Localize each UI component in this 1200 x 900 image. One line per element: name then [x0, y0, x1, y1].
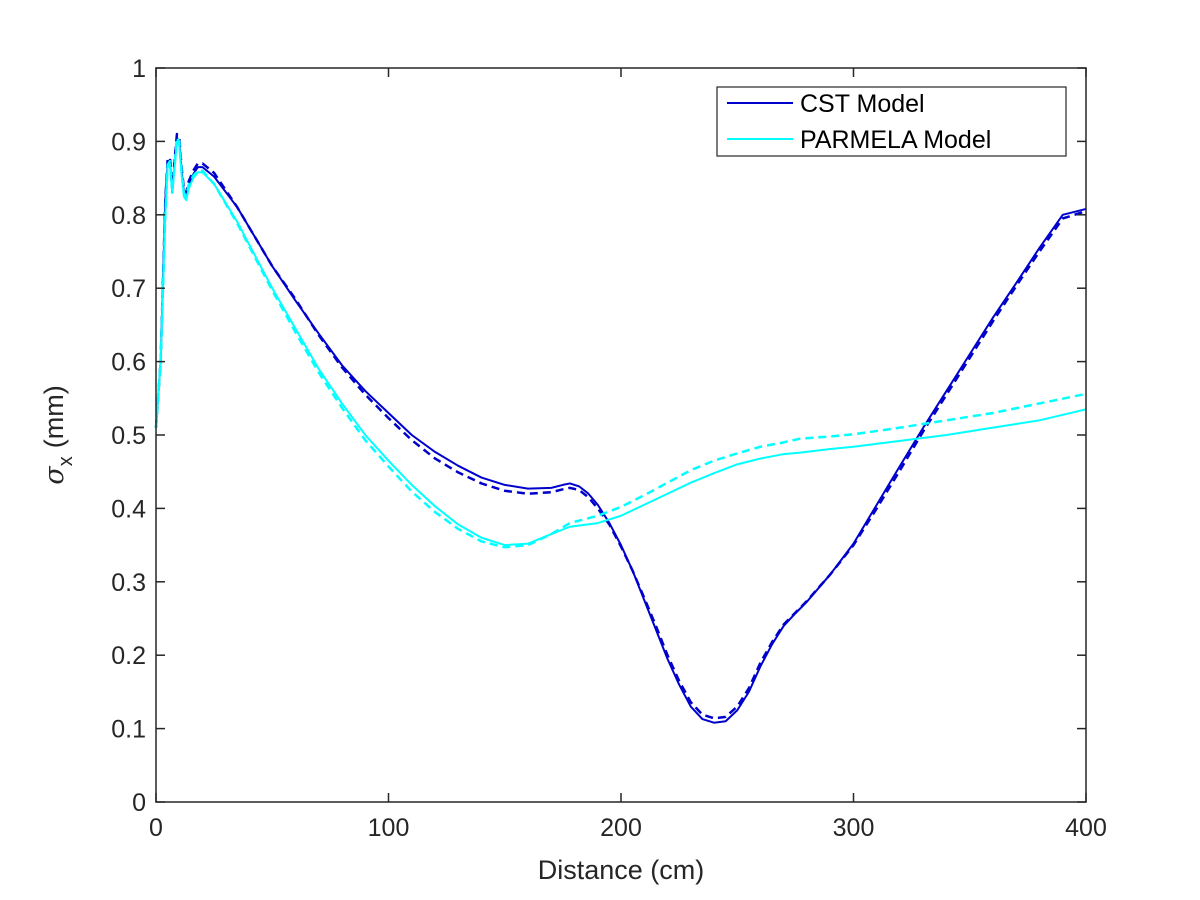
ticks-layer: 0 100 200 300 400 0 0.1 0.2 0.3 0.4 0.5 0.6 0.7 0.8 0.… — [111, 55, 1107, 842]
series-line-0-cst-model — [155, 136, 1087, 724]
series-line-3-parmela-model-dashed — [154, 136, 1087, 549]
y-tick-label: 0.9 — [111, 128, 146, 156]
series-line-2-parmela-model — [155, 140, 1087, 547]
y-tick-label: 0.4 — [111, 495, 146, 523]
x-tick-label: 0 — [149, 814, 163, 842]
y-axis-label-symbol: σ — [39, 465, 70, 485]
x-tick-label: 400 — [1065, 814, 1107, 842]
y-tick-label: 0.3 — [111, 569, 146, 597]
series-line-1-cst-model-dashed — [154, 132, 1087, 720]
y-axis-label: σx (mm) — [39, 385, 77, 484]
legend: CST Model PARMELA Model — [716, 86, 1067, 157]
y-axis-label-subscript: x — [55, 456, 77, 466]
y-tick-label: 0.2 — [111, 642, 146, 670]
y-axis-label-unit: (mm) — [39, 385, 69, 448]
x-axis-label: Distance (cm) — [538, 855, 705, 885]
y-tick-label: 1 — [132, 55, 146, 83]
x-tick-label: 300 — [833, 814, 875, 842]
series-layer — [154, 132, 1087, 724]
y-tick-label: 0.1 — [111, 716, 146, 744]
y-tick-label: 0.5 — [111, 422, 146, 450]
x-tick-label: 200 — [600, 814, 642, 842]
y-tick-label: 0.7 — [111, 275, 146, 303]
y-tick-label: 0.8 — [111, 202, 146, 230]
x-tick-label: 100 — [368, 814, 410, 842]
legend-box — [716, 86, 1067, 157]
y-tick-label: 0.6 — [111, 349, 146, 377]
legend-label-cst: CST Model — [800, 90, 925, 118]
y-tick-label: 0 — [132, 789, 146, 817]
legend-label-parmela: PARMELA Model — [800, 126, 991, 154]
